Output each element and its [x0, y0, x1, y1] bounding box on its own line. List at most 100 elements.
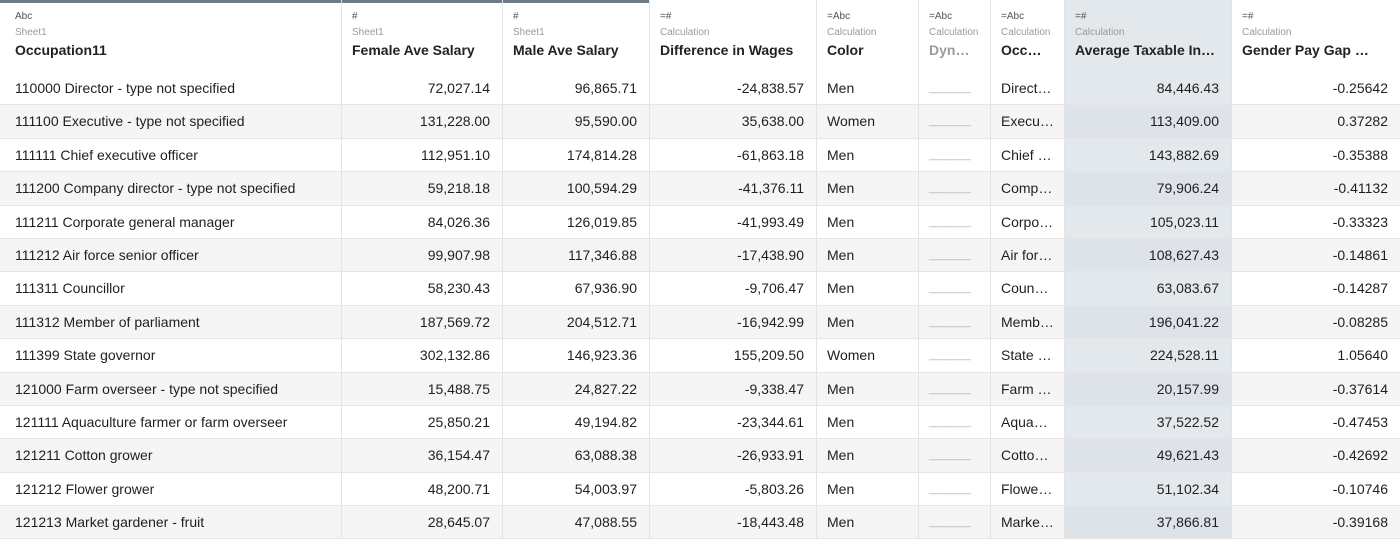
cell-average-taxable-income[interactable]: 108,627.43: [1065, 238, 1232, 272]
column-header-average-taxable-income[interactable]: =# Calculation Average Taxable In…: [1065, 0, 1232, 72]
table-row[interactable]: 111211 Corporate general manager 84,026.3…: [0, 205, 1400, 239]
table-row[interactable]: 110000 Director - type not specified 72,0…: [0, 72, 1400, 106]
cell-occ[interactable]: Flowe…: [991, 472, 1065, 506]
cell-difference-in-wages[interactable]: -41,993.49: [650, 205, 817, 238]
cell-gender-pay-gap[interactable]: -0.14287: [1332, 280, 1388, 297]
cell-male-ave-salary[interactable]: 24,827.22: [503, 372, 650, 405]
cell-dyn[interactable]: ________: [919, 506, 991, 539]
cell-average-taxable-income[interactable]: 84,446.43: [1065, 72, 1232, 105]
cell-difference-in-wages[interactable]: -16,942.99: [650, 305, 817, 339]
cell-female-ave-salary[interactable]: 131,228.00: [342, 105, 503, 138]
cell-female-ave-salary[interactable]: 28,645.07: [342, 506, 503, 539]
cell-gender-pay-gap[interactable]: -0.10746: [1332, 480, 1388, 497]
cell-difference-in-wages[interactable]: -26,933.91: [650, 439, 817, 472]
cell-gender-pay-gap[interactable]: -0.39168: [1332, 514, 1388, 531]
cell-male-ave-salary[interactable]: 54,003.97: [503, 472, 650, 506]
cell-occupation[interactable]: 121213 Market gardener - fruit: [0, 506, 342, 539]
cell-male-ave-salary[interactable]: 47,088.55: [503, 506, 650, 539]
column-header-difference-in-wages[interactable]: =# Calculation Difference in Wages: [650, 0, 817, 72]
cell-color[interactable]: Men: [817, 172, 919, 205]
cell-female-ave-salary[interactable]: 36,154.47: [342, 439, 503, 472]
cell-dyn[interactable]: ________: [919, 205, 991, 238]
cell-female-ave-salary[interactable]: 59,218.18: [342, 172, 503, 205]
cell-difference-in-wages[interactable]: -17,438.90: [650, 238, 817, 272]
table-row[interactable]: 111312 Member of parliament 187,569.72 204…: [0, 305, 1400, 340]
cell-female-ave-salary[interactable]: 25,850.21: [342, 405, 503, 439]
cell-female-ave-salary[interactable]: 15,488.75: [342, 372, 503, 405]
cell-difference-in-wages[interactable]: -23,344.61: [650, 405, 817, 439]
cell-gender-pay-gap[interactable]: -0.42692: [1332, 447, 1388, 464]
cell-occ[interactable]: Cotto…: [991, 439, 1065, 472]
cell-color[interactable]: Women: [817, 105, 919, 138]
cell-gender-pay-gap[interactable]: -0.25642: [1332, 80, 1388, 96]
cell-difference-in-wages[interactable]: -41,376.11: [650, 172, 817, 205]
cell-dyn[interactable]: ________: [919, 105, 991, 138]
cell-average-taxable-income[interactable]: 79,906.24: [1065, 172, 1232, 205]
table-row[interactable]: 111100 Executive - type not specified 131…: [0, 105, 1400, 139]
table-row[interactable]: 121211 Cotton grower 36,154.47 63,088.38 -2…: [0, 439, 1400, 473]
cell-male-ave-salary[interactable]: 95,590.00: [503, 105, 650, 138]
table-row[interactable]: 111212 Air force senior officer 99,907.98…: [0, 238, 1400, 273]
cell-dyn[interactable]: ________: [919, 472, 991, 506]
cell-occ[interactable]: Counc…: [991, 272, 1065, 305]
cell-gender-pay-gap[interactable]: -0.08285: [1332, 313, 1388, 330]
cell-color[interactable]: Men: [817, 472, 919, 506]
cell-occ[interactable]: Chief …: [991, 138, 1065, 172]
cell-difference-in-wages[interactable]: -9,706.47: [650, 272, 817, 305]
cell-occ[interactable]: Farm …: [991, 372, 1065, 405]
column-header-color[interactable]: =Abc Calculation Color: [817, 0, 919, 72]
cell-gender-pay-gap[interactable]: -0.14861: [1332, 246, 1388, 263]
cell-difference-in-wages[interactable]: -61,863.18: [650, 138, 817, 172]
cell-occupation[interactable]: 111200 Company director - type not speci…: [0, 172, 342, 205]
cell-female-ave-salary[interactable]: 72,027.14: [342, 72, 503, 105]
cell-average-taxable-income[interactable]: 51,102.34: [1065, 472, 1232, 506]
cell-average-taxable-income[interactable]: 63,083.67: [1065, 272, 1232, 305]
cell-color[interactable]: Women: [817, 339, 919, 372]
cell-occ[interactable]: Marke…: [991, 506, 1065, 539]
cell-average-taxable-income[interactable]: 143,882.69: [1065, 138, 1232, 172]
cell-male-ave-salary[interactable]: 96,865.71: [503, 72, 650, 105]
cell-average-taxable-income[interactable]: 37,866.81: [1065, 506, 1232, 539]
cell-dyn[interactable]: ________: [919, 238, 991, 272]
column-header-dyn[interactable]: =Abc Calculation Dyn…: [919, 0, 991, 72]
cell-dyn[interactable]: ________: [919, 372, 991, 405]
cell-dyn[interactable]: ________: [919, 405, 991, 439]
table-row[interactable]: 121000 Farm overseer - type not specifie…: [0, 372, 1400, 406]
cell-occupation[interactable]: 121000 Farm overseer - type not specifie…: [0, 372, 342, 405]
cell-occupation[interactable]: 111100 Executive - type not specified: [0, 105, 342, 138]
table-row[interactable]: 111311 Councillor 58,230.43 67,936.90 -9,70…: [0, 272, 1400, 306]
cell-occupation[interactable]: 121111 Aquaculture farmer or farm overse…: [0, 405, 342, 439]
cell-color[interactable]: Men: [817, 272, 919, 305]
cell-occ[interactable]: Air for…: [991, 238, 1065, 272]
cell-average-taxable-income[interactable]: 224,528.11: [1065, 339, 1232, 372]
cell-average-taxable-income[interactable]: 49,621.43: [1065, 439, 1232, 472]
cell-dyn[interactable]: ________: [919, 272, 991, 305]
cell-occupation[interactable]: 111399 State governor: [0, 339, 342, 372]
cell-gender-pay-gap[interactable]: -0.35388: [1332, 146, 1388, 163]
cell-male-ave-salary[interactable]: 204,512.71: [503, 305, 650, 339]
column-header-male-ave-salary[interactable]: # Sheet1 Male Ave Salary: [503, 0, 650, 72]
cell-gender-pay-gap[interactable]: 0.37282: [1337, 113, 1388, 130]
cell-occ[interactable]: Memb…: [991, 305, 1065, 339]
cell-dyn[interactable]: ________: [919, 439, 991, 472]
cell-occupation[interactable]: 121212 Flower grower: [0, 472, 342, 506]
cell-occ[interactable]: Aquac…: [991, 405, 1065, 439]
column-header-gender-pay-gap[interactable]: =# Calculation Gender Pay Gap …: [1232, 0, 1400, 72]
cell-dyn[interactable]: ________: [919, 305, 991, 339]
table-row[interactable]: 111200 Company director - type not speci…: [0, 172, 1400, 206]
table-row[interactable]: 121212 Flower grower 48,200.71 54,003.97 -5…: [0, 472, 1400, 507]
cell-gender-pay-gap[interactable]: 1.05640: [1337, 347, 1388, 364]
cell-average-taxable-income[interactable]: 196,041.22: [1065, 305, 1232, 339]
cell-female-ave-salary[interactable]: 84,026.36: [342, 205, 503, 238]
cell-occupation[interactable]: 111312 Member of parliament: [0, 305, 342, 339]
column-header-occupation[interactable]: Abc Sheet1 Occupation11: [0, 0, 342, 72]
cell-male-ave-salary[interactable]: 100,594.29: [503, 172, 650, 205]
cell-female-ave-salary[interactable]: 48,200.71: [342, 472, 503, 506]
cell-female-ave-salary[interactable]: 112,951.10: [342, 138, 503, 172]
cell-difference-in-wages[interactable]: -9,338.47: [650, 372, 817, 405]
cell-gender-pay-gap[interactable]: -0.41132: [1333, 180, 1388, 197]
cell-occupation[interactable]: 111311 Councillor: [0, 272, 342, 305]
cell-occupation[interactable]: 121211 Cotton grower: [0, 439, 342, 472]
cell-difference-in-wages[interactable]: -5,803.26: [650, 472, 817, 506]
cell-male-ave-salary[interactable]: 67,936.90: [503, 272, 650, 305]
